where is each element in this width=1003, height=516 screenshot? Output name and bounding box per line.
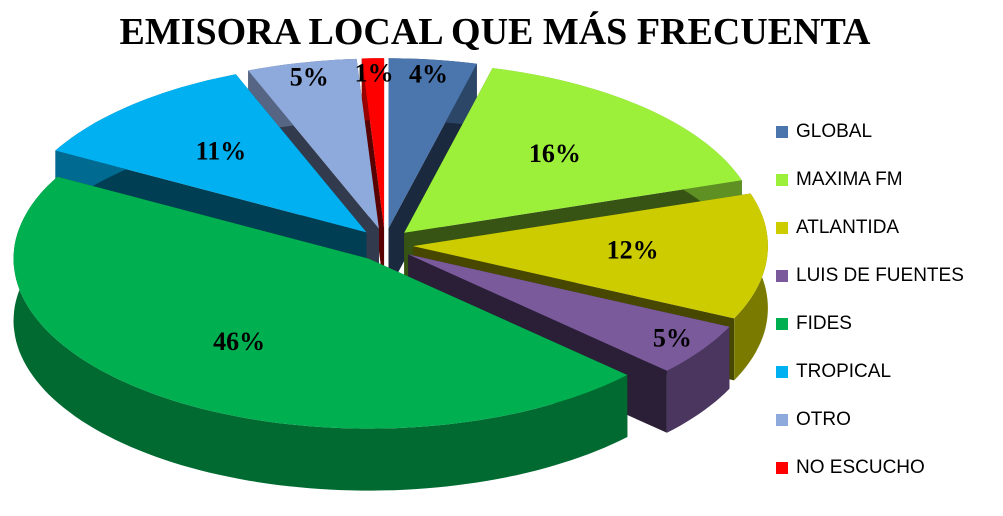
- legend-label: FIDES: [796, 313, 852, 334]
- data-label: 4%: [409, 60, 448, 89]
- legend-label: MAXIMA FM: [796, 169, 903, 190]
- data-labels: 4% 16% 12% 5% 46% 11% 5% 1%: [196, 58, 692, 356]
- legend-swatch: [776, 462, 788, 474]
- chart-title: EMISORA LOCAL QUE MÁS FRECUENTA: [120, 11, 872, 53]
- pie-slice: [248, 58, 379, 229]
- legend-label: NO ESCUCHO: [796, 457, 925, 478]
- legend-swatch: [776, 222, 788, 234]
- pie-slice: [404, 68, 742, 233]
- data-label: 11%: [196, 136, 247, 165]
- legend-swatch: [776, 366, 788, 378]
- pie-tops: [13, 58, 768, 429]
- data-label: 16%: [529, 139, 581, 168]
- legend-label: TROPICAL: [796, 361, 891, 382]
- pie-slice: [55, 74, 367, 233]
- legend-label: LUIS DE FUENTES: [796, 265, 964, 286]
- data-label: 46%: [213, 327, 265, 356]
- data-label: 5%: [653, 323, 692, 352]
- legend-swatch: [776, 174, 788, 186]
- legend-swatch: [776, 318, 788, 330]
- data-label: 5%: [290, 62, 329, 91]
- legend-swatch: [776, 414, 788, 426]
- data-label: 12%: [607, 236, 659, 265]
- legend: GLOBAL MAXIMA FM ATLANTIDA LUIS DE FUENTES F…: [776, 121, 964, 478]
- pie-slice: [408, 254, 730, 371]
- slice-side: [666, 326, 730, 433]
- pie-slice: [361, 58, 385, 229]
- legend-swatch: [776, 270, 788, 282]
- legend-label: GLOBAL: [796, 121, 872, 142]
- legend-swatch: [776, 126, 788, 138]
- pie-slice: [412, 193, 768, 319]
- data-label: 1%: [355, 58, 394, 87]
- legend-label: OTRO: [796, 409, 851, 430]
- pie-slice: [13, 176, 628, 429]
- pie-slice: [388, 58, 477, 229]
- slice-side: [13, 176, 628, 491]
- legend-label: ATLANTIDA: [796, 217, 899, 238]
